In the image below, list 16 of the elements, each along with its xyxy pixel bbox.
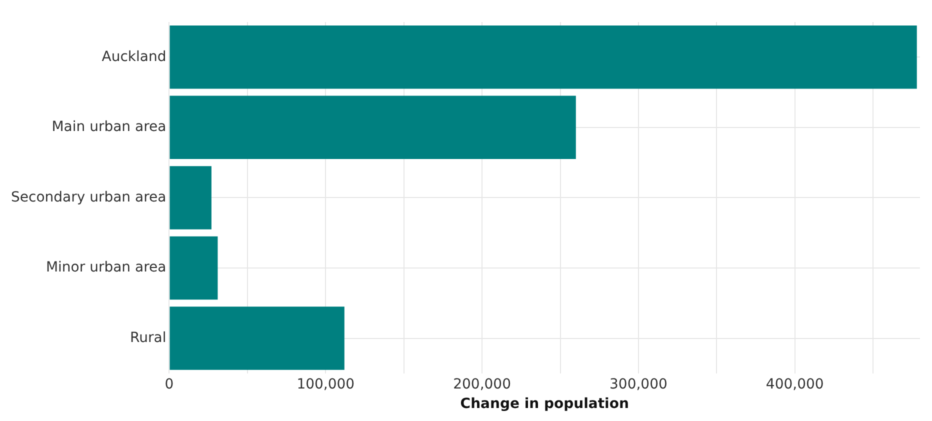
bar xyxy=(170,166,212,230)
y-tick-label: Minor urban area xyxy=(46,260,166,276)
bar xyxy=(170,26,917,89)
x-tick-label: 400,000 xyxy=(766,376,824,392)
y-tick-label: Auckland xyxy=(102,48,166,65)
x-axis-title: Change in population xyxy=(460,396,629,412)
x-tick-label: 200,000 xyxy=(453,376,512,392)
y-tick-label: Main urban area xyxy=(52,119,166,136)
y-tick-label: Rural xyxy=(130,330,166,346)
bar xyxy=(170,236,218,300)
bar xyxy=(170,96,576,160)
x-tick-label: 300,000 xyxy=(610,376,668,392)
y-tick-label: Secondary urban area xyxy=(10,189,166,206)
bar xyxy=(170,306,344,370)
x-tick-label: 0 xyxy=(164,376,174,392)
text: 100,000 xyxy=(296,376,355,392)
